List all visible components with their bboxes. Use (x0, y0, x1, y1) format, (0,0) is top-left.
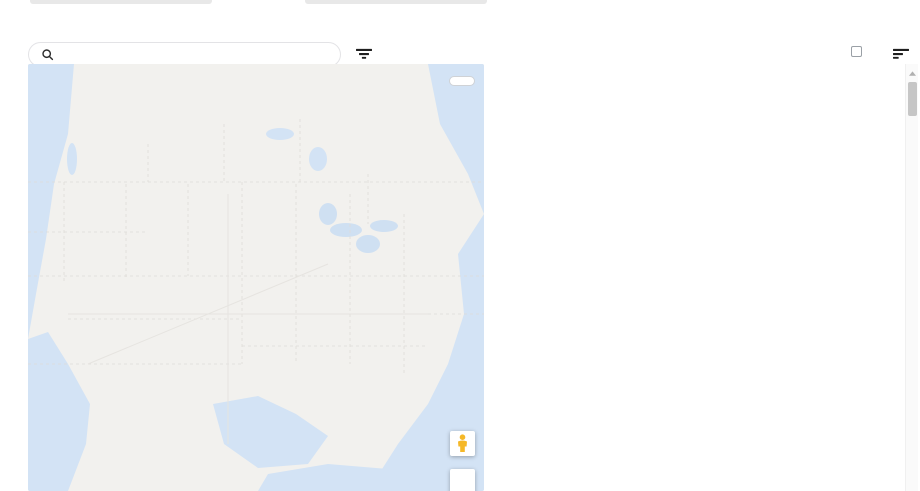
sign-list-panel[interactable] (497, 64, 902, 491)
pegman-street-view-icon[interactable] (450, 431, 475, 456)
top-cutoff-bar-right (305, 0, 487, 4)
search-input[interactable] (62, 47, 328, 62)
remove-all-button[interactable] (449, 76, 475, 86)
map-zoom-in-button[interactable] (450, 469, 475, 491)
search-icon (41, 48, 54, 61)
map-base-imagery (28, 64, 484, 491)
toolbar (0, 14, 920, 67)
filter-icon[interactable] (353, 43, 375, 65)
scrollbar-thumb[interactable] (908, 82, 917, 116)
sort-icon[interactable] (890, 43, 912, 65)
show-only-selected-toggle[interactable] (851, 46, 870, 57)
list-scrollbar[interactable] (905, 64, 918, 491)
scroll-up-arrow-icon[interactable] (906, 67, 919, 79)
show-only-selected-checkbox[interactable] (851, 46, 862, 57)
search-field[interactable] (28, 42, 341, 67)
map-canvas[interactable] (28, 64, 484, 491)
top-cutoff-bar-left (30, 0, 212, 4)
